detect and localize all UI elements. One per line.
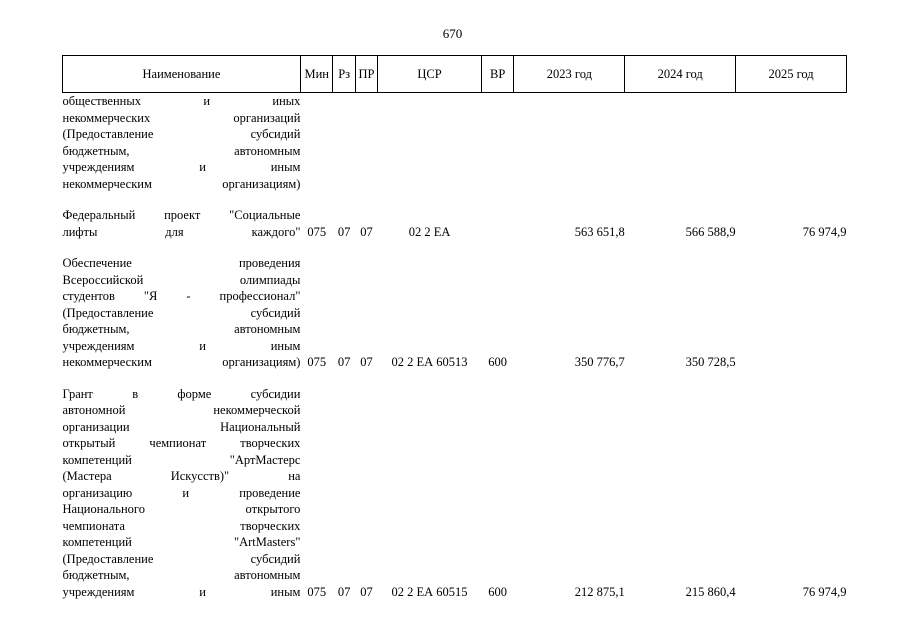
table-header-row: Наименование Мин Рз ПР ЦСР ВР 2023 год 2… <box>62 55 847 93</box>
cell-min: 075 <box>307 584 327 599</box>
cell-vr <box>481 207 514 240</box>
cell-pr: 07 <box>360 355 373 369</box>
page-number: 670 <box>442 26 463 41</box>
table-body: общественных и иных некоммерческих органи… <box>63 93 847 601</box>
row-name-line: Федеральный проект "Социальные <box>62 208 301 222</box>
row-name-line: бюджетным, автономным <box>62 322 301 336</box>
row-name-line: (Предоставление субсидий <box>62 305 301 320</box>
row-name-line: студентов "Я - профессионал" <box>62 289 301 303</box>
row-name-line: (Предоставление субсидий <box>62 551 301 566</box>
row-name: Обеспечение проведения Всероссийской олим… <box>63 255 301 371</box>
cell-csr <box>378 93 482 193</box>
cell-y2025 <box>736 93 847 193</box>
cell-pr <box>355 93 377 193</box>
cell-pr: 07 <box>360 584 373 599</box>
cell-vr: 600 <box>488 355 508 369</box>
row-name: Грант в форме субсидии автономной некомме… <box>63 386 301 601</box>
row-name-line: некоммерческих организаций <box>62 110 301 125</box>
cell-y2024: 350 728,5 <box>685 355 736 369</box>
row-name: Федеральный проект "Социальные лифты для … <box>63 207 301 240</box>
col-header-pr: ПР <box>354 55 379 93</box>
col-header-vr: ВР <box>480 55 515 93</box>
cell-y2024: 215 860,4 <box>685 584 736 599</box>
cell-y2024: 566 588,9 <box>685 224 736 239</box>
col-header-2025: 2025 год <box>735 55 847 93</box>
cell-pr: 07 <box>360 224 373 239</box>
col-header-rz: Рз <box>332 55 356 93</box>
cell-y2023: 350 776,7 <box>574 355 625 369</box>
row-name-line: общественных и иных <box>62 94 301 108</box>
row-name-line: автономной некоммерческой <box>62 403 301 417</box>
cell-csr: 02 2 ЕА 60515 <box>391 584 468 599</box>
cell-y2025 <box>736 255 847 371</box>
row-name-line: открытый чемпионат творческих <box>62 436 301 450</box>
col-header-2024: 2024 год <box>624 55 737 93</box>
cell-vr <box>481 93 514 193</box>
row-name-line: (Предоставление субсидий <box>62 127 301 141</box>
cell-y2025: 76 974,9 <box>802 584 847 599</box>
table-row: Грант в форме субсидии автономной некомме… <box>63 386 847 601</box>
cell-min <box>300 93 333 193</box>
cell-min: 075 <box>307 355 327 369</box>
row-name-last-line: некоммерческим организациям) <box>62 355 301 369</box>
row-name-line: организацию и проведение <box>62 485 301 500</box>
row-name-line: чемпионата творческих <box>62 518 301 533</box>
cell-csr: 02 2 ЕА <box>408 224 451 239</box>
row-name-line: (Мастера Искусств)" на <box>62 469 301 483</box>
row-name-line: Национального открытого <box>62 502 301 516</box>
cell-y2023: 563 651,8 <box>574 224 625 239</box>
budget-table: Наименование Мин Рз ПР ЦСР ВР 2023 год 2… <box>62 55 847 600</box>
row-name-last-line: некоммерческим организациям) <box>62 176 301 191</box>
cell-y2023: 212 875,1 <box>574 584 625 599</box>
row-name-last-line: учреждениям и иным <box>62 584 301 599</box>
table-row: общественных и иных некоммерческих органи… <box>63 93 847 193</box>
cell-rz <box>333 93 355 193</box>
row-name-line: организации Национальный <box>62 419 301 434</box>
row-name-line: учреждениям и иным <box>62 338 301 353</box>
row-name-line: бюджетным, автономным <box>62 143 301 158</box>
cell-y2025: 76 974,9 <box>802 224 847 239</box>
row-name-line: компетенций "АртМастерс <box>62 452 301 467</box>
row-name-line: учреждениям и иным <box>62 160 301 174</box>
cell-rz: 07 <box>337 355 351 369</box>
cell-min: 075 <box>307 224 327 239</box>
col-header-name: Наименование <box>62 55 301 93</box>
row-name-last-line: лифты для каждого" <box>62 224 301 239</box>
col-header-min: Мин <box>299 55 334 93</box>
col-header-csr: ЦСР <box>377 55 482 93</box>
cell-csr: 02 2 ЕА 60513 <box>391 355 468 369</box>
row-name: общественных и иных некоммерческих органи… <box>63 93 301 193</box>
row-name-line: Всероссийской олимпиады <box>62 272 301 287</box>
row-name-line: Обеспечение проведения <box>62 256 301 270</box>
row-name-line: бюджетным, автономным <box>62 568 301 582</box>
table-row: Федеральный проект "Социальные лифты для … <box>63 207 847 240</box>
cell-rz: 07 <box>337 224 351 239</box>
col-header-2023: 2023 год <box>513 55 626 93</box>
table-row: Обеспечение проведения Всероссийской олим… <box>63 255 847 371</box>
cell-y2023 <box>514 93 625 193</box>
cell-vr: 600 <box>488 584 508 599</box>
cell-rz: 07 <box>337 584 351 599</box>
cell-y2024 <box>625 93 736 193</box>
row-name-line: Грант в форме субсидии <box>62 386 301 401</box>
row-name-line: компетенций "ArtMasters" <box>62 535 301 549</box>
